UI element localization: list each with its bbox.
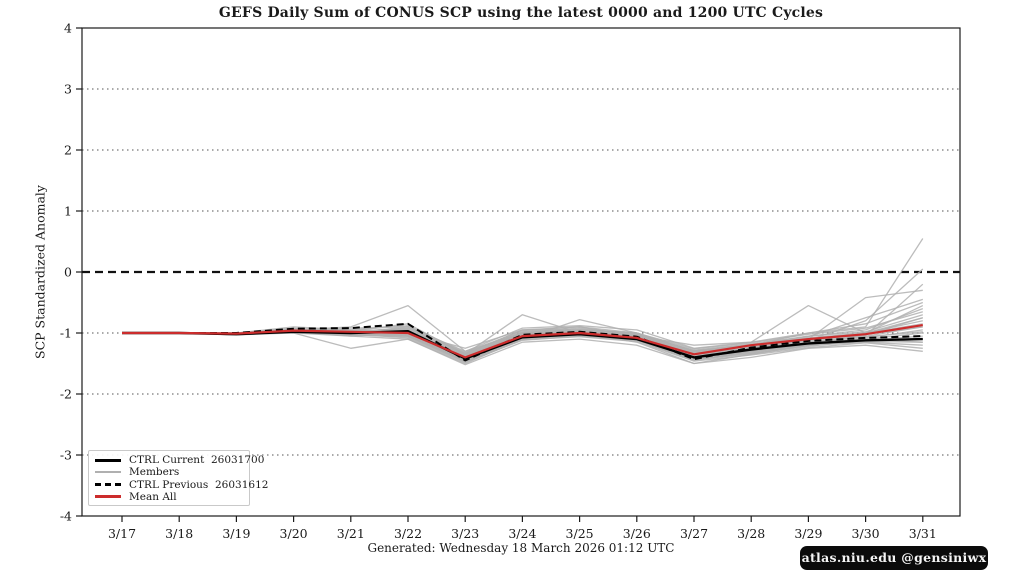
y-tick-label: 1: [64, 204, 72, 219]
x-tick-label: 3/22: [394, 526, 422, 541]
mean-all-line: [122, 324, 923, 359]
y-tick-label: -2: [60, 387, 72, 402]
x-tick-label: 3/20: [280, 526, 308, 541]
y-tick-label: -3: [60, 448, 72, 463]
mean-all-line-swatch: [95, 495, 121, 499]
x-tick-label: 3/30: [852, 526, 880, 541]
x-tick-label: 3/31: [909, 526, 937, 541]
x-tick-label: 3/21: [337, 526, 365, 541]
y-axis-label: SCP Standardized Anomaly: [32, 185, 48, 359]
y-tick-label: -4: [60, 509, 72, 524]
x-tick-label: 3/19: [222, 526, 250, 541]
watermark-text: atlas.niu.edu @gensiniwx: [801, 550, 987, 565]
x-tick-label: 3/29: [794, 526, 822, 541]
chart-title: GEFS Daily Sum of CONUS SCP using the la…: [218, 5, 824, 21]
y-tick-label: 0: [64, 265, 72, 280]
y-tick-label: 4: [64, 21, 72, 36]
plot-border: [81, 27, 961, 517]
legend-label: CTRL Current 26031700: [129, 454, 265, 467]
x-tick-label: 3/28: [737, 526, 765, 541]
y-tick-label: 3: [64, 82, 72, 97]
axis-tick-labels: 3/17 3/18 3/19 3/20 3/21 3/22 3/23 3/24 3/25 3/26…: [60, 21, 937, 542]
ctrl-previous-line-swatch: [95, 483, 121, 487]
generated-timestamp: Generated: Wednesday 18 March 2026 01:12…: [367, 541, 675, 555]
x-tick-label: 3/17: [108, 526, 136, 541]
legend-item-ctrl-current: CTRL Current 26031700: [95, 454, 264, 466]
legend-label: Mean All: [129, 490, 177, 503]
x-tick-label: 3/23: [451, 526, 479, 541]
ctrl-current-line-swatch: [95, 458, 121, 462]
legend-item-ctrl-previous: CTRL Previous 26031612: [95, 479, 268, 491]
legend-item-mean-all: Mean All: [95, 491, 243, 503]
member-lines: [122, 238, 924, 366]
legend-item-members: Members: [95, 466, 243, 478]
x-tick-label: 3/25: [566, 526, 594, 541]
legend-label: Members: [129, 466, 180, 479]
x-tick-label: 3/27: [680, 526, 708, 541]
x-tick-label: 3/26: [623, 526, 651, 541]
legend-label: CTRL Previous 26031612: [129, 478, 269, 491]
x-tick-label: 3/24: [508, 526, 536, 541]
axis-ticks: [76, 27, 924, 522]
legend: CTRL Current 26031700 Members CTRL Previ…: [88, 450, 268, 506]
watermark-badge: atlas.niu.edu @gensiniwx: [800, 546, 988, 570]
x-tick-label: 3/18: [165, 526, 193, 541]
members-line-swatch: [95, 471, 121, 474]
control-and-mean-lines: [122, 322, 923, 362]
y-tick-label: -1: [60, 326, 72, 341]
y-tick-label: 2: [64, 143, 72, 158]
